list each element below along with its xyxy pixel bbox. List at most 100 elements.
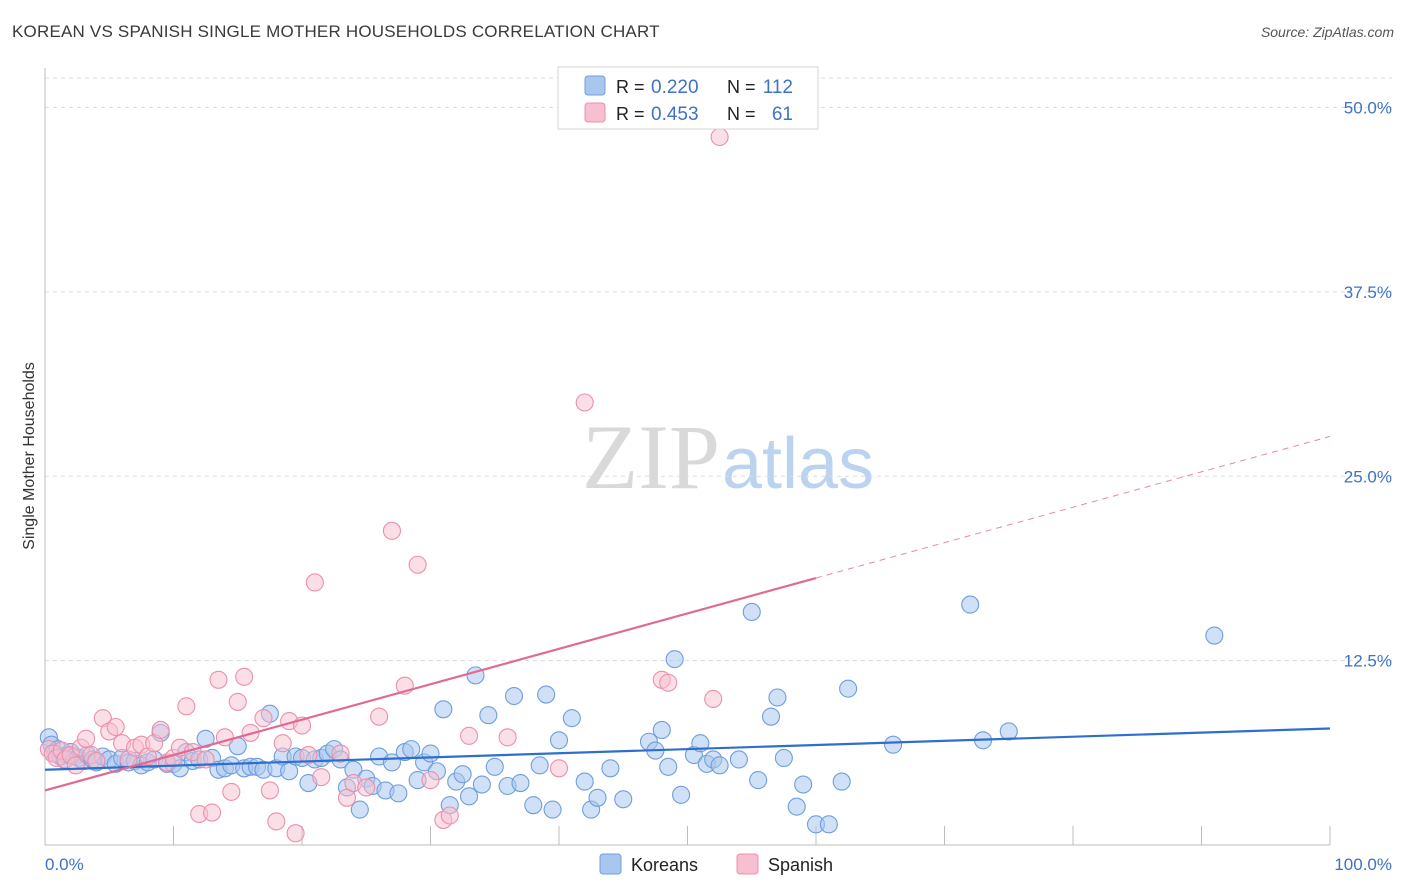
spanish-point — [408, 555, 427, 574]
y-tick-label: 37.5% — [1344, 283, 1392, 302]
korean-point — [652, 720, 671, 740]
y-axis-label: Single Mother Households — [21, 362, 38, 550]
korean-point — [832, 772, 851, 791]
korean-point — [742, 602, 761, 622]
chart-title: KOREAN VS SPANISH SINGLE MOTHER HOUSEHOL… — [12, 22, 660, 41]
spanish-point — [305, 573, 324, 592]
korean-point — [774, 748, 793, 768]
spanish-point — [209, 670, 228, 689]
legend-n-value-koreans: 112 — [763, 77, 793, 98]
spanish-point — [312, 768, 331, 787]
korean-point — [729, 750, 748, 769]
spanish-trend-extension — [815, 435, 1331, 579]
korean-point — [794, 775, 813, 794]
korean-point — [659, 757, 678, 776]
korean-point — [884, 735, 903, 754]
spanish-point — [704, 689, 723, 709]
korean-point — [453, 765, 472, 784]
legend-n-label-spanish: N = — [727, 104, 756, 124]
spanish-point — [370, 707, 389, 726]
x-tick-label: 0.0% — [45, 855, 84, 874]
spanish-point — [659, 673, 678, 692]
legend-r-value-spanish: 0.453 — [651, 104, 699, 125]
korean-point — [710, 756, 729, 775]
chart-source: Source: ZipAtlas.com — [1260, 24, 1394, 40]
spanish-point — [382, 521, 402, 540]
spanish-point — [710, 127, 729, 147]
korean-point — [434, 700, 453, 719]
legend-swatch-koreans — [584, 75, 606, 96]
korean-point — [768, 688, 787, 707]
spanish-point — [254, 709, 273, 728]
y-tick-label: 12.5% — [1344, 652, 1392, 671]
korean-point — [761, 707, 781, 726]
korean-point — [839, 679, 858, 698]
x-tick-label: 100.0% — [1334, 855, 1392, 874]
watermark-atlas: atlas — [722, 424, 874, 504]
grid-lines — [45, 77, 1392, 662]
tick-labels: 12.5% 25.0% 37.5% 50.0% 0.0% 100.0% — [45, 99, 1392, 875]
legend-swatch-spanish — [584, 102, 606, 123]
legend-n-value-spanish: 61 — [772, 104, 793, 125]
spanish-point — [267, 812, 286, 831]
bottom-legend-label-spanish: Spanish — [768, 855, 833, 875]
korean-point — [479, 706, 498, 725]
korean-point — [511, 773, 530, 793]
bottom-legend-swatch-spanish — [736, 853, 759, 875]
correlation-legend: R = 0.220 N = 112 R = 0.453 N = 61 — [557, 66, 819, 130]
legend-r-label-spanish: R = — [616, 104, 645, 124]
korean-point — [601, 759, 620, 778]
spanish-point — [222, 782, 241, 801]
korean-point — [421, 744, 440, 763]
korean-point — [402, 740, 421, 759]
spanish-point — [459, 726, 479, 745]
korean-point — [614, 790, 633, 809]
legend-r-value-koreans: 0.220 — [651, 77, 699, 98]
spanish-point — [228, 692, 247, 711]
y-tick-label: 50.0% — [1344, 99, 1392, 118]
spanish-point — [273, 734, 292, 753]
spanish-point — [331, 744, 350, 763]
spanish-point — [151, 720, 170, 740]
korean-point — [787, 797, 806, 816]
korean-point — [459, 787, 479, 806]
korean-point — [504, 686, 524, 706]
korean-point — [350, 800, 369, 819]
spanish-point — [299, 745, 318, 765]
korean-point — [537, 685, 556, 704]
spanish-point — [106, 717, 125, 737]
spanish-point — [66, 756, 85, 775]
korean-point — [524, 796, 543, 815]
korean-point — [588, 788, 607, 807]
korean-point — [1205, 626, 1224, 645]
legend-r-label-koreans: R = — [616, 77, 645, 97]
spanish-points — [39, 127, 729, 843]
spanish-point — [498, 728, 517, 747]
y-tick-label: 25.0% — [1344, 467, 1392, 486]
korean-point — [665, 650, 684, 669]
korean-point — [575, 772, 594, 791]
korean-point — [389, 784, 408, 803]
spanish-point — [260, 781, 279, 800]
spanish-trend-line — [44, 576, 817, 792]
spanish-point — [421, 771, 440, 790]
spanish-point — [357, 778, 376, 797]
spanish-point — [77, 729, 96, 748]
bottom-legend-label-koreans: Koreans — [631, 855, 698, 875]
korean-point — [530, 756, 549, 775]
spanish-point — [235, 667, 254, 686]
legend-n-label-koreans: N = — [727, 77, 756, 97]
watermark-zip: ZIP — [582, 406, 720, 508]
korean-point — [999, 722, 1018, 741]
trend-lines — [44, 435, 1331, 792]
korean-point — [543, 800, 562, 819]
spanish-point — [549, 759, 569, 778]
series-legend: Koreans Spanish — [599, 853, 833, 875]
korean-point — [672, 785, 691, 804]
korean-trend-line — [44, 727, 1331, 771]
korean-point — [549, 731, 569, 750]
spanish-point — [575, 393, 594, 412]
korean-point — [961, 595, 980, 614]
spanish-point — [203, 803, 222, 822]
